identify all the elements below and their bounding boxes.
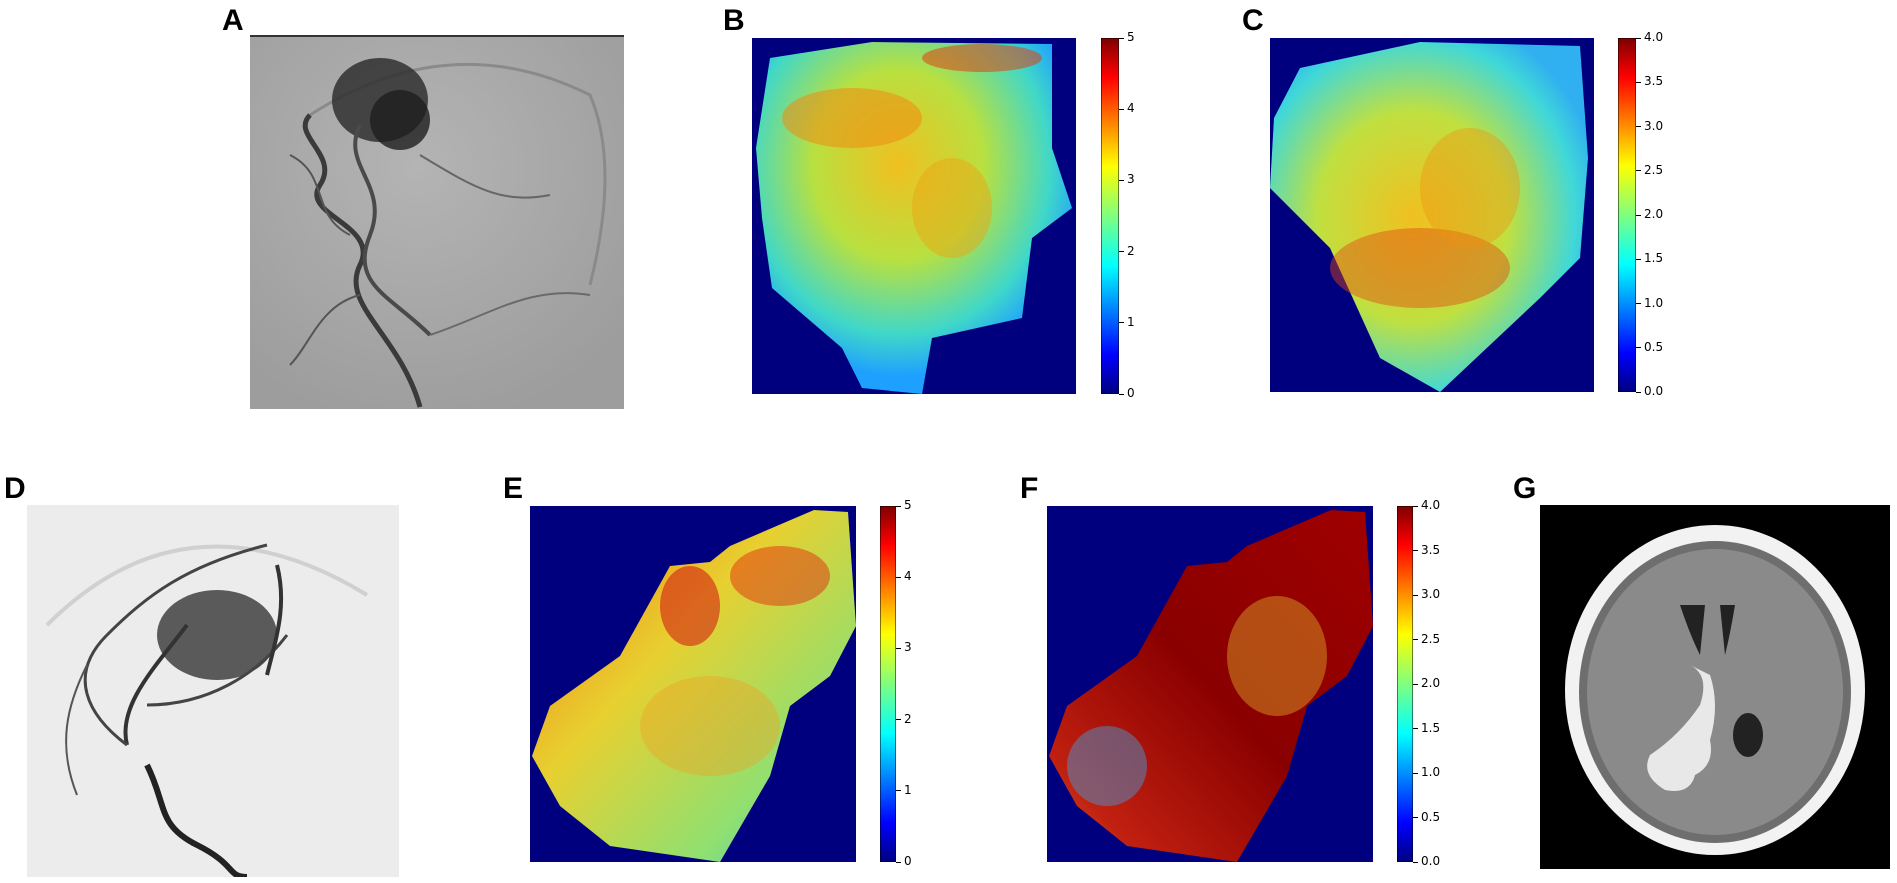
colorbar-tick-label: 1.5 — [1644, 251, 1664, 266]
heatmap-image-c — [1270, 38, 1594, 392]
colorbar-tick-label: 3 — [904, 640, 912, 655]
colorbar-tick-label: 2.0 — [1421, 676, 1441, 690]
panel-label-e: E — [503, 472, 524, 505]
colorbar-tick-mark — [1413, 817, 1418, 818]
colorbar-tick-mark — [1636, 347, 1641, 349]
colorbar-tick-mark — [1636, 170, 1641, 172]
colorbar-tick-label: 2 — [1127, 243, 1135, 258]
colorbar-tick-mark — [1636, 126, 1641, 127]
colorbar-tick-mark — [1636, 391, 1641, 393]
panel-label-d: D — [4, 472, 26, 505]
ct-scan-image-g — [1540, 505, 1890, 869]
colorbar-tick-mark — [1413, 728, 1418, 729]
colorbar-tick-mark — [896, 647, 901, 649]
colorbar-tick-label: 3.5 — [1421, 542, 1441, 557]
colorbar-tick-label: 0.5 — [1421, 809, 1441, 824]
colorbar-tick-label: 2.5 — [1644, 162, 1664, 177]
colorbar-tick-mark — [1119, 179, 1124, 181]
colorbar-b — [1101, 38, 1119, 394]
colorbar-tick-label: 4.0 — [1421, 498, 1441, 512]
heatmap-image-f — [1047, 506, 1373, 862]
colorbar-tick-mark — [896, 505, 901, 507]
colorbar-tick-label: 1 — [1127, 314, 1135, 329]
colorbar-tick-label: 1.5 — [1421, 720, 1441, 735]
colorbar-tick-mark — [1413, 639, 1418, 640]
colorbar-tick-label: 0.0 — [1644, 384, 1664, 398]
colorbar-tick-label: 1.0 — [1644, 295, 1664, 310]
colorbar-tick-label: 0 — [904, 854, 912, 868]
colorbar-tick-mark — [1413, 550, 1418, 551]
colorbar-tick-label: 5 — [1127, 30, 1135, 44]
colorbar-tick-mark — [1413, 505, 1418, 507]
colorbar-tick-mark — [1119, 108, 1124, 110]
colorbar-tick-label: 2.5 — [1421, 631, 1441, 646]
colorbar-e — [880, 506, 896, 862]
colorbar-tick-label: 2 — [904, 711, 912, 726]
colorbar-tick-label: 0.0 — [1421, 854, 1441, 868]
panel-label-c: C — [1242, 4, 1264, 37]
colorbar-tick-mark — [896, 861, 901, 863]
colorbar-tick-label: 0.5 — [1644, 339, 1664, 354]
colorbar-tick-mark — [896, 576, 901, 578]
colorbar-tick-label: 2.0 — [1644, 207, 1664, 221]
colorbar-tick-mark — [1119, 251, 1124, 253]
panel-label-g: G — [1513, 472, 1537, 505]
panel-label-f: F — [1020, 472, 1039, 505]
colorbar-tick-mark — [1636, 303, 1641, 304]
colorbar-tick-mark — [1413, 594, 1418, 596]
colorbar-tick-label: 1.0 — [1421, 765, 1441, 779]
colorbar-tick-mark — [1119, 393, 1124, 395]
colorbar-tick-label: 5 — [904, 498, 912, 512]
colorbar-c — [1618, 38, 1636, 392]
colorbar-tick-label: 3.0 — [1644, 118, 1664, 133]
heatmap-image-b — [752, 38, 1076, 394]
panel-label-a: A — [222, 4, 244, 37]
heatmap-image-e — [530, 506, 856, 862]
colorbar-tick-label: 4 — [904, 569, 912, 584]
colorbar-tick-mark — [1636, 214, 1641, 216]
colorbar-tick-mark — [1413, 683, 1418, 685]
angiogram-image-a — [250, 35, 624, 409]
colorbar-tick-mark — [1636, 81, 1641, 83]
colorbar-tick-mark — [1636, 258, 1641, 260]
colorbar-tick-mark — [1413, 772, 1418, 774]
colorbar-tick-mark — [1413, 861, 1418, 863]
colorbar-tick-label: 0 — [1127, 386, 1135, 400]
colorbar-tick-label: 4 — [1127, 101, 1135, 116]
colorbar-tick-label: 4.0 — [1644, 30, 1664, 44]
angiogram-image-d — [27, 505, 399, 877]
colorbar-tick-mark — [1119, 37, 1124, 39]
colorbar-tick-label: 1 — [904, 782, 912, 797]
colorbar-tick-label: 3 — [1127, 172, 1135, 187]
colorbar-tick-label: 3.0 — [1421, 587, 1441, 601]
colorbar-tick-label: 3.5 — [1644, 74, 1664, 89]
panel-label-b: B — [723, 4, 745, 37]
colorbar-tick-mark — [896, 790, 901, 792]
colorbar-tick-mark — [896, 719, 901, 721]
colorbar-tick-mark — [1119, 322, 1124, 324]
colorbar-f — [1397, 506, 1413, 862]
colorbar-tick-mark — [1636, 37, 1641, 39]
